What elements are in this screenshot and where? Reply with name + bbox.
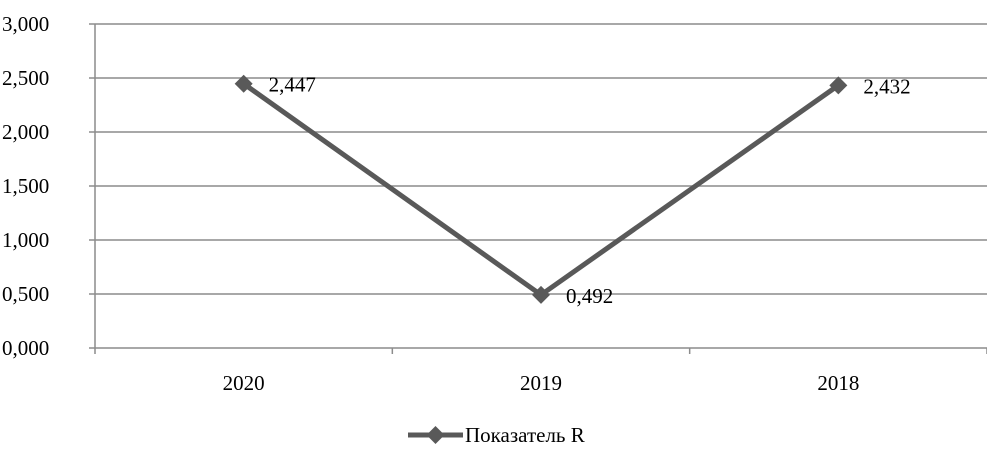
legend-label: Показатель R bbox=[465, 423, 585, 446]
y-tick-label: 0,500 bbox=[2, 282, 49, 306]
y-tick-label: 1,000 bbox=[2, 228, 49, 252]
x-tick-label: 2020 bbox=[223, 371, 265, 395]
series-line bbox=[242, 81, 840, 298]
y-tick-label: 2,000 bbox=[2, 120, 49, 144]
legend: Показатель R bbox=[408, 423, 585, 447]
y-tick-label: 3,000 bbox=[2, 12, 49, 36]
data-label: 0,492 bbox=[566, 284, 613, 308]
legend-diamond-marker bbox=[426, 426, 445, 444]
x-axis-tick-labels: 2020 2019 2018 bbox=[223, 371, 860, 395]
gridlines bbox=[95, 23, 987, 295]
y-tick-label: 1,500 bbox=[2, 174, 49, 198]
data-point-marker bbox=[829, 76, 848, 95]
x-tick-label: 2018 bbox=[817, 371, 859, 395]
y-tick-label: 0,000 bbox=[2, 336, 49, 360]
data-label: 2,447 bbox=[269, 73, 316, 97]
y-tick-label: 2,500 bbox=[2, 66, 49, 90]
series-markers bbox=[234, 74, 848, 304]
data-labels: 2,447 0,492 2,432 bbox=[269, 73, 911, 308]
data-point-marker bbox=[234, 74, 253, 93]
y-axis-tick-labels: 0,000 0,500 1,000 1,500 2,000 2,500 3,000 bbox=[2, 12, 49, 360]
series-lines bbox=[242, 81, 840, 298]
x-tick-label: 2019 bbox=[520, 371, 562, 395]
data-point-marker bbox=[532, 285, 550, 304]
axes bbox=[89, 23, 987, 354]
data-label: 2,432 bbox=[863, 74, 910, 98]
